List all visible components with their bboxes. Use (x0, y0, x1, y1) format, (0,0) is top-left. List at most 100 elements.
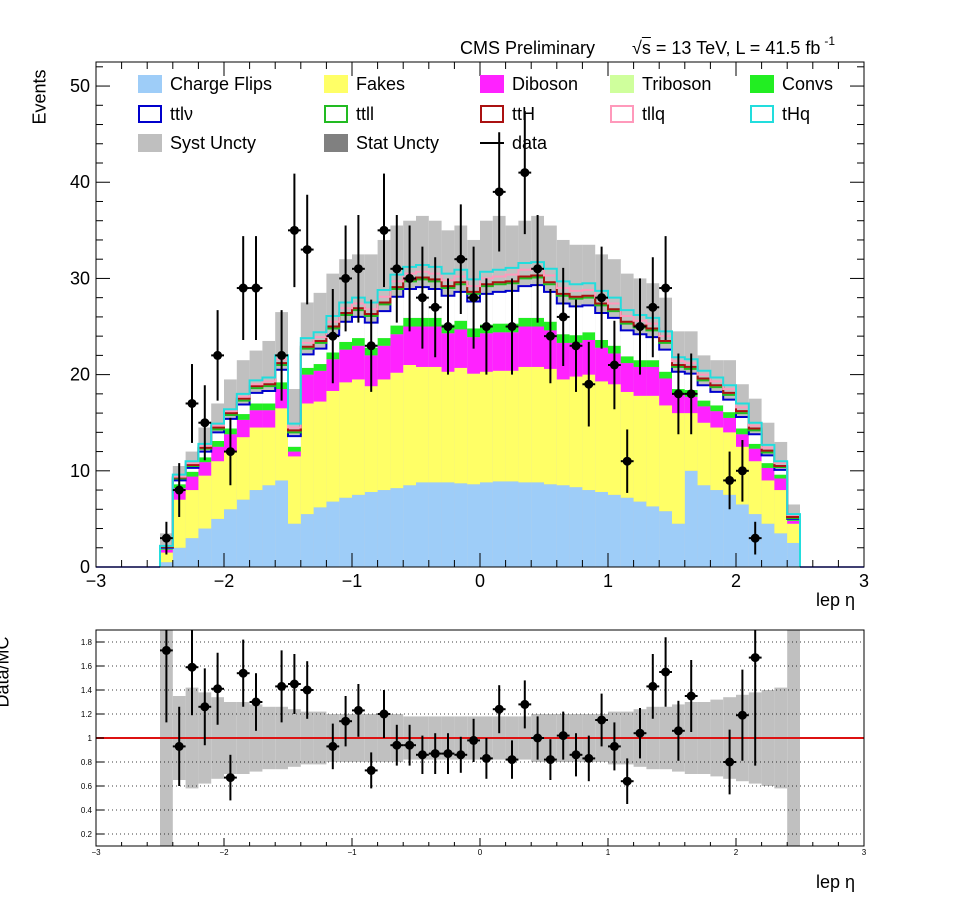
data-point (750, 533, 760, 543)
ratio-point (341, 716, 351, 726)
ratio-y-tick-label: 0.8 (81, 758, 93, 767)
stack-bar (531, 366, 544, 483)
stack-bar (582, 490, 596, 567)
data-point (481, 322, 491, 332)
ratio-point (405, 740, 415, 750)
legend-swatch (610, 75, 634, 93)
stack-bar (249, 427, 263, 491)
ratio-point (251, 697, 261, 707)
stack-bar (224, 509, 237, 567)
legend-item: Charge Flips (138, 73, 272, 95)
legend-label: Triboson (642, 73, 712, 94)
stack-bar (633, 366, 647, 396)
legend-label: Convs (782, 73, 834, 94)
stack-bar (300, 374, 314, 404)
ratio-point (430, 749, 440, 759)
x-tick-label: 2 (731, 571, 741, 591)
stack-bar (697, 400, 711, 407)
stack-bar (236, 419, 250, 438)
data-point (494, 187, 504, 197)
data-point (558, 312, 568, 322)
ratio-point (571, 750, 581, 760)
stack-bar (518, 326, 532, 367)
stack-bar (275, 408, 288, 481)
stack-bar (736, 504, 749, 567)
legend-item: ttll (324, 103, 374, 125)
stack-bar (185, 476, 199, 491)
ratio-point (456, 750, 466, 760)
stack-bar (249, 410, 263, 428)
ratio-point (481, 753, 491, 763)
ratio-point (443, 749, 453, 759)
ratio-point (635, 728, 645, 738)
stack-bar (684, 413, 698, 471)
ratio-point (597, 715, 607, 725)
ratio-x-tick-label: 2 (734, 848, 739, 857)
stack-bar (339, 341, 352, 350)
stack-bar (697, 485, 711, 567)
ratio-x-tick-label: −1 (347, 848, 357, 857)
stack-bar (492, 323, 506, 333)
ratio-point (213, 684, 223, 694)
x-tick-label: −2 (214, 571, 235, 591)
data-point (673, 389, 683, 399)
ratio-point (520, 699, 530, 709)
data-point (456, 254, 466, 264)
legend-swatch (480, 105, 504, 123)
stack-bar (249, 392, 263, 404)
stack-bar (288, 456, 301, 524)
stack-bar (249, 403, 263, 411)
stack-bar (211, 518, 224, 567)
stack-bar (339, 321, 352, 342)
stack-bar (531, 482, 544, 567)
ratio-point (174, 741, 184, 751)
lumi-label: √s = 13 TeV, L = 41.5 fb -1 (632, 34, 836, 58)
stack-bar (774, 474, 788, 479)
data-point (187, 398, 197, 408)
stack-bar (608, 384, 621, 495)
stack-bar (275, 480, 288, 567)
stack-bar (518, 366, 532, 483)
ratio-point (225, 773, 235, 783)
legend-swatch (138, 105, 162, 123)
x-tick-label: −3 (86, 571, 107, 591)
data-point (302, 245, 312, 255)
ratio-x-tick-label: 3 (862, 848, 867, 857)
x-tick-label: 3 (859, 571, 869, 591)
stack-bar (262, 410, 276, 428)
stack-bar (364, 386, 378, 492)
legend-item: Fakes (324, 73, 405, 95)
stack-bar (723, 494, 736, 567)
stack-bar (262, 390, 276, 404)
stack-bar (249, 490, 263, 567)
ratio-point (392, 740, 402, 750)
x-axis-label-main: lep η (816, 590, 856, 610)
ratio-y-tick-label: 1.2 (81, 710, 93, 719)
stack-bar (236, 499, 250, 567)
ratio-point (379, 709, 389, 719)
legend-item: Convs (750, 73, 833, 95)
stack-bar (659, 378, 672, 406)
stack-bar (300, 354, 314, 368)
stack-bar (160, 552, 173, 563)
y-tick-label: 0 (80, 557, 90, 577)
stack-bar (723, 417, 736, 433)
ratio-y-tick-label: 0.6 (81, 782, 93, 791)
stack-bar (454, 320, 468, 330)
stack-bar (313, 348, 327, 365)
data-point (661, 283, 671, 293)
stack-bar (710, 427, 724, 491)
legend-marker-line (480, 142, 504, 144)
x-tick-label: 1 (603, 571, 613, 591)
stack-bar (339, 349, 352, 383)
legend-item: Syst Uncty (138, 132, 256, 154)
y-tick-label: 10 (70, 461, 90, 481)
ratio-point (507, 755, 517, 765)
ratio-point (187, 662, 197, 672)
stack-bar (262, 403, 276, 411)
stack-bar (710, 391, 724, 406)
stack-bar (659, 371, 672, 379)
legend-label: data (512, 132, 548, 153)
ratio-point (366, 765, 376, 775)
stack-bar (633, 395, 647, 502)
